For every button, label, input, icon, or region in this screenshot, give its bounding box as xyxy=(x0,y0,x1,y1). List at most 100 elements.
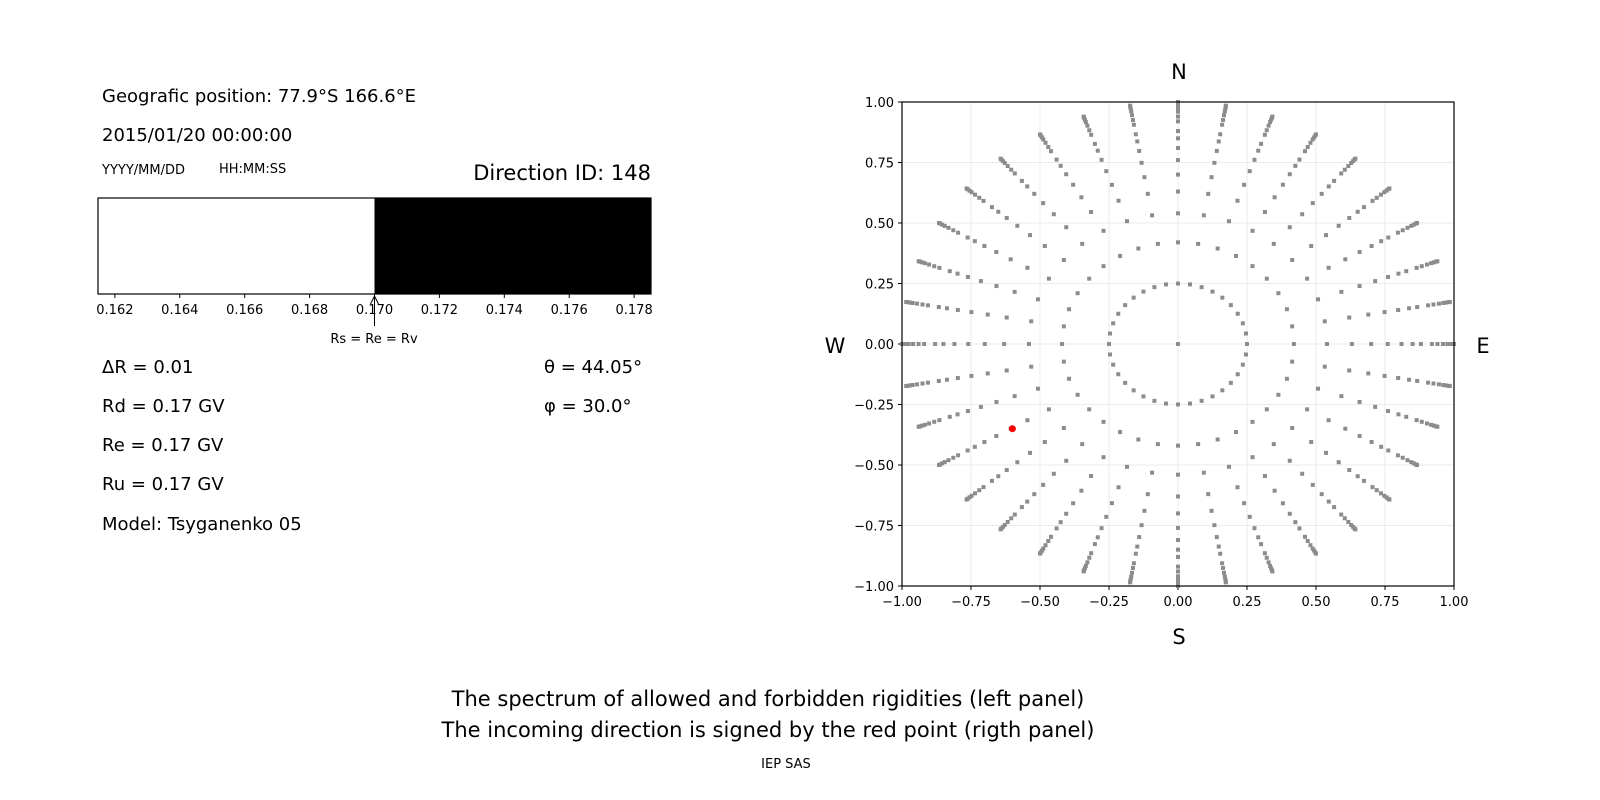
direction-point xyxy=(1008,257,1013,262)
x-tick-label: 0.75 xyxy=(1371,595,1400,610)
direction-point xyxy=(1259,141,1264,146)
direction-point xyxy=(1269,566,1274,571)
ru-value: Ru = 0.17 GV xyxy=(102,474,224,495)
direction-point xyxy=(969,310,974,315)
direction-point xyxy=(936,305,941,310)
direction-point xyxy=(1233,253,1238,258)
direction-point xyxy=(955,412,960,417)
direction-point xyxy=(1214,148,1219,153)
direction-point xyxy=(937,265,942,270)
rigidity-spectrum-axes: 0.162 0.164 0.166 0.168 0.170 0.172 0.174 0.176… xyxy=(96,197,653,326)
direction-point xyxy=(1379,444,1384,449)
direction-point xyxy=(927,262,932,267)
direction-point xyxy=(1187,282,1192,287)
direction-point xyxy=(951,455,956,460)
direction-point xyxy=(1223,107,1228,112)
direction-id: Direction ID: 148 xyxy=(473,161,651,185)
credit: IEP SAS xyxy=(761,757,811,772)
direction-point xyxy=(1256,535,1261,540)
direction-point xyxy=(1396,412,1401,417)
direction-point xyxy=(1429,342,1434,346)
direction-point xyxy=(1370,198,1375,203)
direction-point xyxy=(1431,260,1436,265)
direction-point xyxy=(1139,523,1144,528)
direction-point xyxy=(932,264,937,269)
direction-point xyxy=(1407,306,1412,311)
direction-point xyxy=(973,192,978,197)
direction-point xyxy=(1176,554,1180,559)
direction-point xyxy=(1343,257,1348,262)
direction-point xyxy=(1444,300,1449,305)
direction-point xyxy=(1400,455,1405,460)
direction-point xyxy=(1176,240,1180,245)
direction-point xyxy=(1240,321,1245,326)
direction-point xyxy=(985,312,990,317)
direction-point xyxy=(1026,342,1031,346)
direction-point xyxy=(903,342,908,346)
direction-point xyxy=(1012,171,1017,176)
direction-point xyxy=(1150,213,1155,218)
direction-point xyxy=(952,342,957,346)
direction-point xyxy=(1297,526,1302,531)
direction-point xyxy=(1386,274,1391,279)
direction-point xyxy=(1221,566,1226,571)
direction-point xyxy=(1326,184,1331,189)
delta-r: ΔR = 0.01 xyxy=(102,357,193,378)
direction-point xyxy=(1308,543,1313,548)
direction-point xyxy=(1087,555,1092,560)
direction-point xyxy=(1382,190,1387,195)
direction-point xyxy=(1042,244,1047,249)
direction-point xyxy=(1336,223,1341,228)
direction-point xyxy=(1287,458,1292,463)
direction-point xyxy=(1176,189,1180,194)
direction-point xyxy=(1079,195,1084,200)
direction-point xyxy=(1222,570,1227,575)
direction-point xyxy=(933,342,938,346)
direction-point xyxy=(922,342,927,346)
direction-point xyxy=(1411,461,1416,466)
direction-point xyxy=(1129,570,1134,575)
direction-point xyxy=(1095,148,1100,153)
direction-point xyxy=(1410,342,1415,346)
direction-point xyxy=(1386,235,1391,240)
direction-point xyxy=(1029,364,1034,369)
direction-point xyxy=(1247,169,1252,174)
direction-point xyxy=(942,460,947,465)
direction-point xyxy=(1012,289,1017,294)
direction-point xyxy=(1266,123,1271,128)
direction-point xyxy=(1264,555,1269,560)
direction-point xyxy=(1043,140,1048,145)
direction-point xyxy=(1035,297,1040,302)
direction-point xyxy=(937,418,942,423)
x-tick-label: 0.176 xyxy=(551,303,588,318)
direction-point xyxy=(1009,167,1014,172)
direction-point xyxy=(1284,376,1289,381)
direction-point xyxy=(1264,276,1269,281)
direction-point xyxy=(1415,463,1420,467)
direction-point xyxy=(965,409,970,414)
direction-point xyxy=(1089,474,1094,479)
direction-point xyxy=(1314,132,1318,137)
direction-point xyxy=(1404,414,1409,419)
direction-point xyxy=(1323,450,1328,455)
direction-point xyxy=(1142,175,1147,180)
direction-point xyxy=(1222,113,1227,118)
direction-point xyxy=(985,371,990,376)
direction-point xyxy=(1099,526,1104,531)
direction-point xyxy=(996,474,1001,479)
direction-point xyxy=(1067,307,1072,312)
x-tick-label: 0.164 xyxy=(161,303,198,318)
direction-point xyxy=(1395,453,1400,458)
direction-point xyxy=(920,423,925,428)
x-tick-label: −0.75 xyxy=(951,595,991,610)
direction-point xyxy=(1136,246,1141,251)
direction-point xyxy=(1028,233,1033,238)
direction-point xyxy=(910,300,915,305)
direction-point xyxy=(1223,103,1228,108)
plot-frame xyxy=(901,101,1455,587)
direction-point xyxy=(1083,120,1088,125)
direction-point xyxy=(1004,315,1009,320)
direction-point xyxy=(1111,362,1116,367)
direction-point xyxy=(1054,526,1059,531)
